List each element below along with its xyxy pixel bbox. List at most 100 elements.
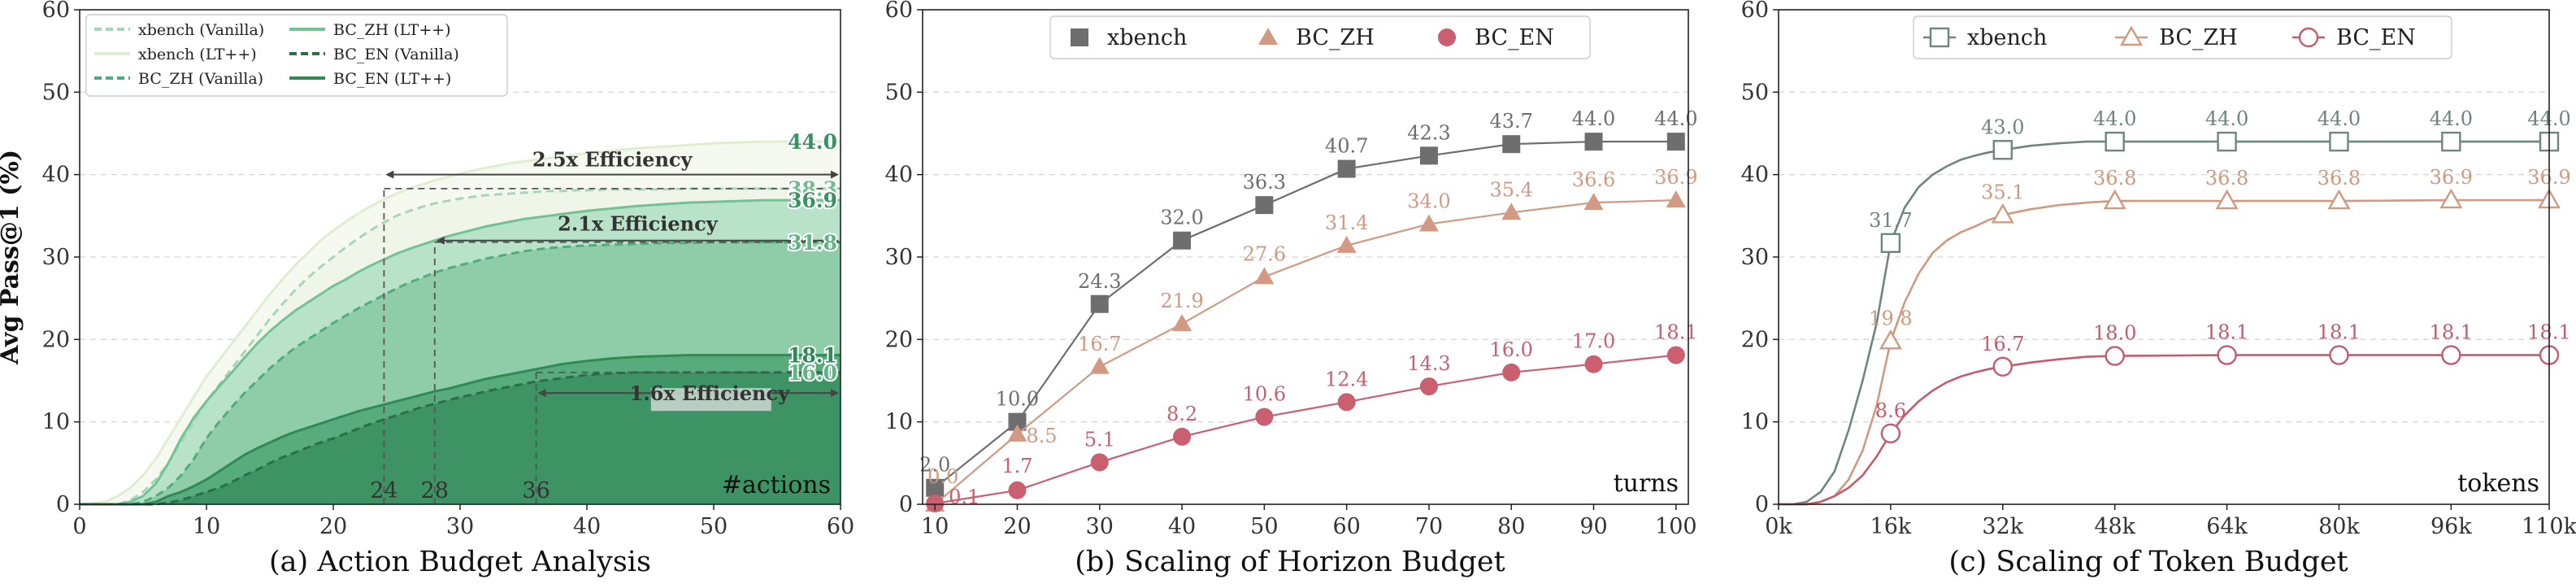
line-bc-zh	[934, 199, 1676, 505]
marker-bc-en	[1992, 356, 2013, 377]
data-label-bc-zh: 36.6	[1572, 168, 1615, 191]
marker-xbench	[1992, 140, 2013, 160]
panel-c-xtick-label: 32k	[1982, 514, 2023, 539]
marker-bc-zh	[1254, 267, 1275, 285]
legend-marker-bc-zh	[2119, 25, 2144, 46]
line-xbench-lt-	[79, 140, 841, 506]
marker-bc-zh	[1991, 203, 2014, 224]
marker-bc-en	[2217, 345, 2237, 365]
panel-a-action-budget: 2.5x Efficiency 2.1x Efficiency 1.6x Effic…	[42, 0, 855, 539]
legend-label: BC_EN (LT++)	[333, 70, 451, 88]
panel-c-caption: (c) Scaling of Token Budget	[1948, 546, 2348, 578]
panel-b-legend: xbench BC_ZH BC_EN	[1049, 15, 1591, 59]
panel-a-ytick-label: 10	[42, 410, 70, 435]
marker-bc-zh	[2327, 189, 2351, 210]
panel-b-xtick-label: 50	[1250, 514, 1278, 539]
marker-bc-en	[1173, 427, 1192, 446]
marker-xbench	[2217, 131, 2237, 152]
panel-a-ytick-label: 0	[56, 492, 70, 517]
marker-xbench	[1337, 159, 1356, 178]
panel-a-ytick-label: 60	[42, 0, 70, 23]
data-label-bc-en: 18.1	[2318, 321, 2361, 344]
legend-label: BC_EN (Vanilla)	[333, 46, 459, 63]
data-label-bc-zh: 27.6	[1243, 242, 1286, 265]
legend-marker-xbench	[1929, 27, 1950, 48]
marker-bc-en	[1008, 481, 1027, 499]
panel-c-xtick-label: 110k	[2522, 514, 2576, 539]
marker-bc-zh	[1879, 329, 1902, 350]
data-label-bc-en: 10.6	[1243, 383, 1286, 406]
end-value-label: 16.0	[788, 361, 837, 385]
marker-xbench	[1666, 133, 1685, 151]
legend-label: xbench (Vanilla)	[138, 21, 264, 39]
data-label-bc-en: 1.7	[1001, 455, 1032, 477]
data-label-bc-en: 18.1	[2430, 321, 2473, 344]
data-label-bc-en: 8.2	[1166, 403, 1197, 425]
data-label-bc-zh: 36.9	[1654, 166, 1697, 189]
legend-label: xbench	[1107, 25, 1187, 50]
efficiency-label: 1.6x Efficiency	[630, 381, 791, 405]
line-bc-zh-lt-	[80, 198, 841, 506]
legend-label: BC_EN	[1475, 25, 1554, 50]
marker-bc-en	[1090, 453, 1109, 472]
panel-b-xtick-label: 60	[1332, 514, 1360, 539]
data-label-bc-zh: 36.8	[2205, 167, 2248, 190]
marker-bc-en	[1584, 355, 1603, 373]
data-label-bc-zh: 34.0	[1407, 190, 1450, 212]
data-label-bc-zh: 36.9	[2430, 166, 2473, 189]
marker-bc-en	[1337, 393, 1356, 412]
panel-b-xtick-label: 40	[1168, 514, 1196, 539]
data-label-bc-en: 17.0	[1572, 330, 1615, 353]
panel-b-ytick-label: 10	[885, 410, 913, 435]
panel-b-xtick-label: 70	[1415, 514, 1443, 539]
end-value-label: 36.9	[788, 189, 837, 212]
data-label-xbench: 44.0	[1654, 107, 1697, 130]
panel-b-ytick-label: 60	[885, 0, 913, 23]
panel-a-ytick-label: 30	[42, 245, 70, 270]
panel-b-ytick-label: 20	[885, 327, 913, 352]
line-xbench-vanilla-	[80, 187, 841, 506]
line-xbench	[934, 141, 1676, 489]
legend-marker-bc-zh	[1258, 28, 1278, 45]
marker-xbench	[1880, 233, 1901, 253]
data-label-bc-en: 8.6	[1875, 399, 1906, 422]
panel-b-corner-label: turns	[1614, 469, 1679, 498]
end-value-label: 44.0	[788, 130, 837, 154]
marker-xbench	[1090, 294, 1109, 313]
panel-c-xtick-label: 48k	[2094, 514, 2135, 539]
marker-bc-en	[2441, 345, 2461, 365]
data-label-bc-en: 16.0	[1490, 338, 1533, 361]
panel-a-caption: (a) Action Budget Analysis	[269, 546, 651, 578]
panel-a-xtick-label: 60	[827, 514, 854, 539]
marker-xbench	[2105, 131, 2125, 152]
data-label-bc-zh: 8.5	[1026, 425, 1057, 447]
marker-xbench	[926, 478, 945, 497]
efficiency-label: 2.5x Efficiency	[532, 148, 693, 172]
data-label-xbench: 44.0	[2430, 107, 2473, 130]
marker-bc-zh	[1501, 203, 1522, 220]
data-label-bc-en: 18.1	[2205, 321, 2248, 344]
marker-xbench	[1173, 231, 1192, 250]
panel-a-corner-label: #actions	[722, 471, 831, 499]
data-label-xbench: 10.0	[996, 388, 1039, 411]
data-label-bc-zh: 31.4	[1325, 211, 1368, 234]
panel-c-ytick-label: 10	[1741, 410, 1769, 435]
data-label-bc-en: 16.7	[1981, 333, 2024, 355]
data-label-bc-zh: 16.7	[1078, 333, 1121, 355]
panel-a-ytick-label: 50	[42, 80, 70, 105]
marker-bc-en	[1666, 346, 1685, 364]
panel-b-ytick-label: 0	[899, 492, 913, 517]
end-value-label: 38.3	[788, 177, 837, 201]
marker-xbench	[2329, 131, 2349, 152]
efficiency-x-label: 28	[421, 478, 449, 503]
data-label-bc-en: 18.1	[1654, 321, 1697, 344]
data-label-bc-zh: 36.8	[2318, 167, 2361, 190]
marker-bc-zh	[1336, 235, 1357, 253]
line-bc-en	[1779, 354, 2549, 506]
marker-bc-en	[2329, 345, 2349, 365]
legend-label: xbench (LT++)	[138, 46, 257, 63]
panel-b-ytick-label: 30	[885, 245, 913, 270]
panel-b-xtick-label: 90	[1579, 514, 1607, 539]
panel-c-legend-box	[1913, 15, 2452, 59]
